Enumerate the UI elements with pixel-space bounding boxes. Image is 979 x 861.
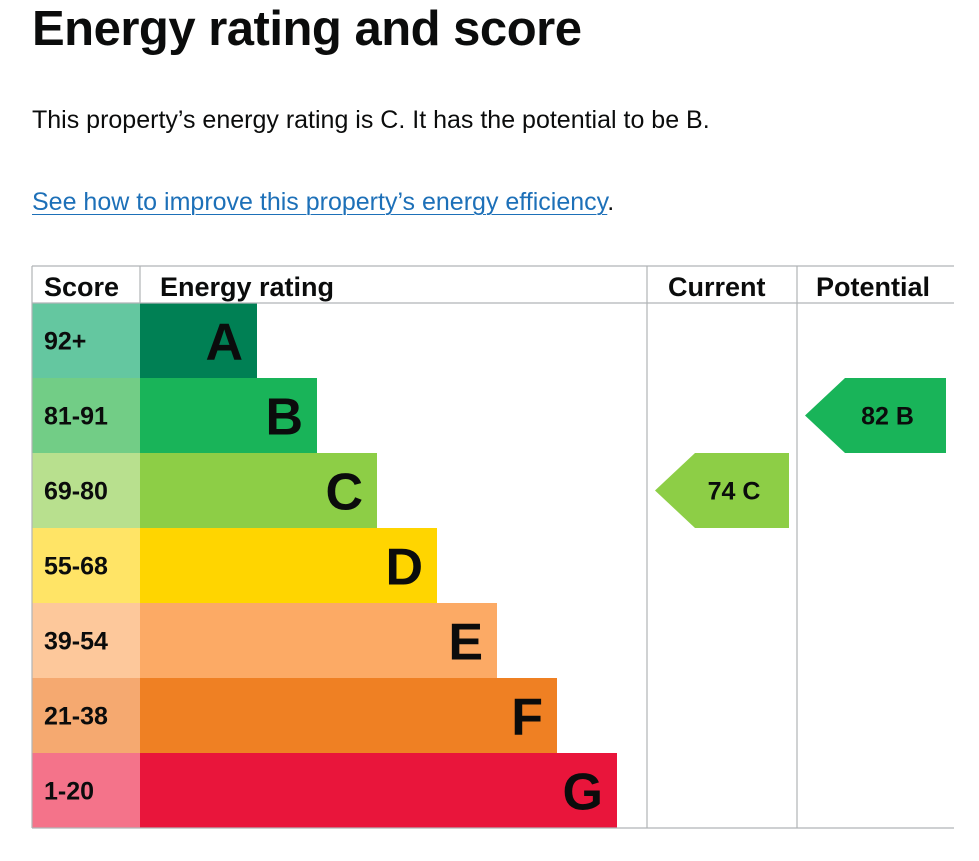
rating-letter-e: E bbox=[448, 614, 483, 672]
rating-summary: This property’s energy rating is C. It h… bbox=[32, 106, 710, 134]
score-cell-a bbox=[32, 303, 140, 378]
current-rating-arrow-label: 74 C bbox=[708, 478, 761, 506]
score-range-f: 21-38 bbox=[44, 703, 108, 731]
potential-rating-arrow-label: 82 B bbox=[861, 403, 914, 431]
score-cell-e bbox=[32, 603, 140, 678]
header-energy-rating: Energy rating bbox=[160, 272, 334, 302]
header-potential: Potential bbox=[816, 272, 930, 302]
rating-bar-e bbox=[140, 603, 497, 678]
rating-bar-g bbox=[140, 753, 617, 828]
improve-link-period: . bbox=[607, 188, 615, 216]
potential-rating-arrow bbox=[805, 378, 946, 453]
header-score: Score bbox=[44, 272, 119, 302]
rating-letter-d: D bbox=[385, 539, 423, 597]
rating-letter-a: A bbox=[205, 314, 243, 372]
score-cell-d bbox=[32, 528, 140, 603]
rating-letter-f: F bbox=[511, 689, 543, 747]
rating-letter-b: B bbox=[265, 389, 303, 447]
rating-bar-f bbox=[140, 678, 557, 753]
score-range-a: 92+ bbox=[44, 328, 86, 356]
current-rating-arrow bbox=[655, 453, 789, 528]
score-cell-b bbox=[32, 378, 140, 453]
rating-bar-a bbox=[140, 303, 257, 378]
improve-paragraph: See how to improve this property’s energ… bbox=[32, 186, 614, 218]
rating-bar-d bbox=[140, 528, 437, 603]
rating-bands: 92+ A 81-91 B 69-80 C 55-68 D 39-54 E 21-38 F 1-20 G bbox=[32, 303, 617, 828]
table-gridlines bbox=[31, 265, 954, 829]
page-title: Energy rating and score bbox=[32, 2, 582, 56]
score-range-d: 55-68 bbox=[44, 553, 108, 581]
score-cell-c bbox=[32, 453, 140, 528]
score-cell-g bbox=[32, 753, 140, 828]
table-header: Score Energy rating Current Potential bbox=[44, 272, 930, 302]
rating-letter-c: C bbox=[325, 464, 363, 522]
score-range-b: 81-91 bbox=[44, 403, 108, 431]
header-current: Current bbox=[668, 272, 766, 302]
rating-markers: 74 C 82 B bbox=[655, 378, 946, 528]
rating-bar-b bbox=[140, 378, 317, 453]
rating-letter-g: G bbox=[563, 764, 603, 822]
score-range-e: 39-54 bbox=[44, 628, 108, 656]
improve-efficiency-link[interactable]: See how to improve this property’s energ… bbox=[32, 188, 608, 216]
score-range-g: 1-20 bbox=[44, 778, 94, 806]
score-cell-f bbox=[32, 678, 140, 753]
rating-bar-c bbox=[140, 453, 377, 528]
score-range-c: 69-80 bbox=[44, 478, 108, 506]
